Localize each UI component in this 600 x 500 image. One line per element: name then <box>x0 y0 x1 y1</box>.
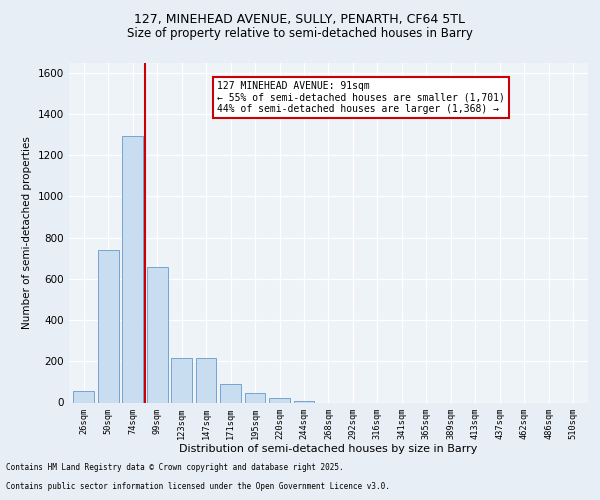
Text: Size of property relative to semi-detached houses in Barry: Size of property relative to semi-detach… <box>127 28 473 40</box>
Bar <box>220 384 241 402</box>
Bar <box>98 250 119 402</box>
Text: Contains public sector information licensed under the Open Government Licence v3: Contains public sector information licen… <box>6 482 390 491</box>
Bar <box>245 393 265 402</box>
Bar <box>147 266 167 402</box>
Bar <box>293 401 314 402</box>
Bar <box>196 358 217 403</box>
Text: 127, MINEHEAD AVENUE, SULLY, PENARTH, CF64 5TL: 127, MINEHEAD AVENUE, SULLY, PENARTH, CF… <box>134 12 466 26</box>
Bar <box>171 358 192 403</box>
Y-axis label: Number of semi-detached properties: Number of semi-detached properties <box>22 136 32 329</box>
Bar <box>269 398 290 402</box>
Text: 127 MINEHEAD AVENUE: 91sqm
← 55% of semi-detached houses are smaller (1,701)
44%: 127 MINEHEAD AVENUE: 91sqm ← 55% of semi… <box>217 81 505 114</box>
Bar <box>122 136 143 402</box>
Text: Contains HM Land Registry data © Crown copyright and database right 2025.: Contains HM Land Registry data © Crown c… <box>6 464 344 472</box>
Bar <box>73 391 94 402</box>
X-axis label: Distribution of semi-detached houses by size in Barry: Distribution of semi-detached houses by … <box>179 444 478 454</box>
